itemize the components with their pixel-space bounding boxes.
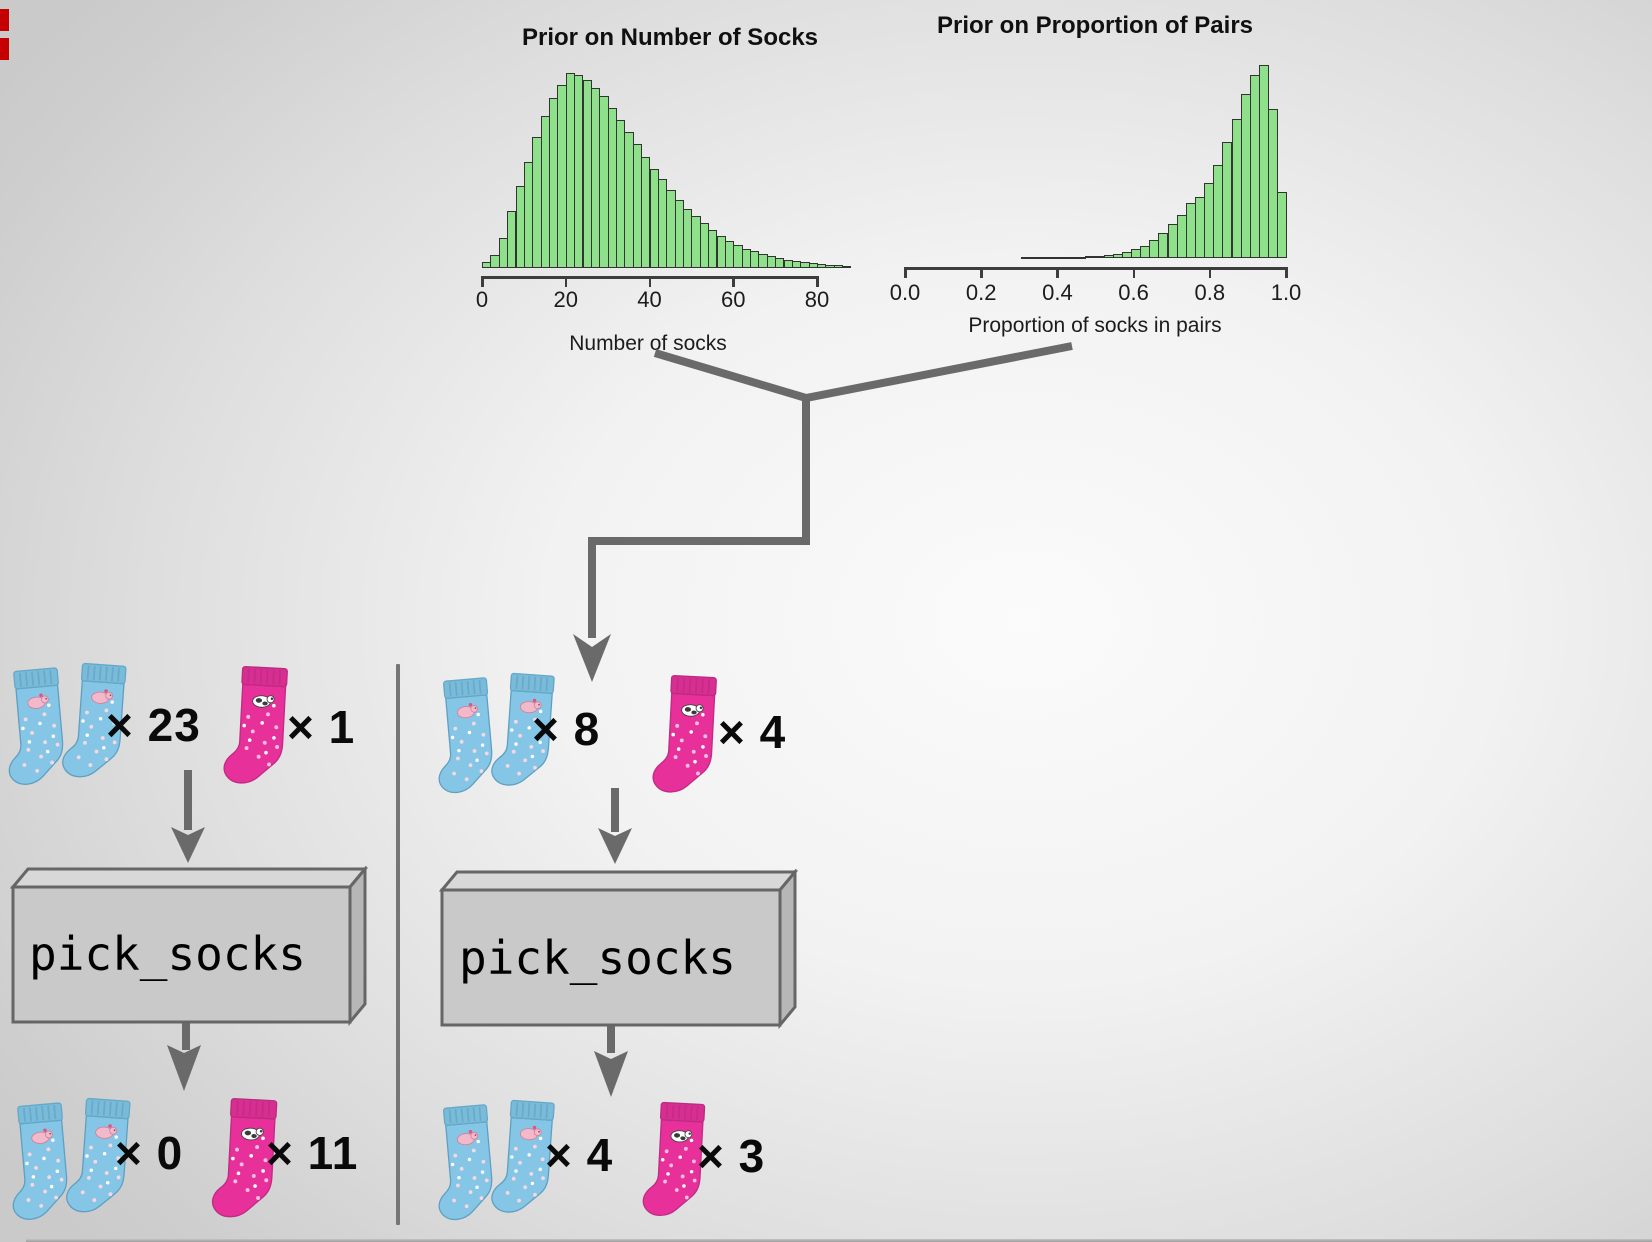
x-tick [648, 276, 651, 287]
chart-title: Prior on Proportion of Pairs [936, 12, 1254, 39]
right-output-arrow [607, 1025, 615, 1053]
x-tick-label: 60 [721, 287, 746, 312]
x-tick [481, 276, 484, 287]
hist-bar [1277, 192, 1288, 258]
x-tick [1132, 267, 1136, 278]
divider-line [396, 664, 400, 1225]
x-axis-label: Number of socks [569, 332, 727, 355]
x-tick [816, 276, 819, 287]
box-side-face [778, 869, 797, 1030]
x-tick [1208, 267, 1212, 278]
box-top-face [439, 870, 799, 892]
merge-arrow-elbow [588, 394, 810, 638]
x-axis-label: Proportion of socks in pairs [968, 314, 1222, 337]
merge-arrow-branches [653, 342, 1073, 403]
right-output-arrowhead [594, 1051, 628, 1097]
x-tick-label: 0.4 [1042, 280, 1073, 305]
x-tick [1285, 267, 1288, 278]
single-count-label: × 1 [287, 701, 356, 753]
pick-socks-label: pick_socks [459, 931, 736, 985]
box-front-face [440, 888, 782, 1027]
single-count-label: × 4 [718, 706, 787, 758]
box-side-face [348, 866, 367, 1027]
x-tick [980, 267, 983, 278]
result-pair-count-label: × 0 [115, 1127, 184, 1179]
pick-socks-label: pick_socks [29, 927, 306, 981]
chart-title: Prior on Number of Socks [521, 24, 819, 51]
screen-edge-mark [0, 38, 9, 60]
result-single-count-label: × 3 [697, 1130, 766, 1182]
merge-arrowhead [573, 634, 611, 682]
x-tick-label: 0 [475, 287, 489, 312]
box-top-face [10, 867, 369, 889]
right-input-arrowhead [598, 828, 632, 864]
x-tick-label: 1.0 [1270, 280, 1302, 305]
pair-count-label: × 8 [532, 703, 601, 755]
left-output-arrowhead [167, 1045, 201, 1091]
hist-bar [842, 265, 852, 268]
right-input-arrow [611, 788, 619, 832]
x-tick [1056, 267, 1059, 278]
x-tick-label: 80 [804, 287, 830, 312]
pair-count-label: × 23 [106, 699, 201, 751]
x-axis-line [904, 267, 1287, 270]
window-edge [26, 1239, 1652, 1242]
x-tick [732, 276, 735, 287]
x-tick-label: 0.0 [889, 280, 921, 305]
pick-socks-box [439, 869, 799, 1030]
chart-prior-proportion-of-pairs: Prior on Proportion of Pairs Proportion … [850, 2, 1320, 347]
pick-socks-box [10, 866, 369, 1027]
x-tick-label: 40 [637, 287, 662, 312]
x-tick-label: 0.8 [1194, 280, 1226, 305]
box-front-face [11, 885, 352, 1024]
result-pair-count-label: × 4 [545, 1129, 614, 1181]
screen-edge-mark [0, 9, 9, 31]
x-tick-label: 0.2 [965, 280, 997, 305]
x-tick [904, 267, 907, 278]
x-tick-label: 0.6 [1118, 280, 1149, 305]
left-input-arrow [184, 770, 192, 830]
left-input-arrowhead [171, 827, 205, 863]
left-output-arrow [182, 1022, 190, 1050]
result-single-count-label: × 11 [266, 1127, 359, 1179]
x-tick [564, 276, 568, 287]
hist-bar [1268, 109, 1279, 258]
x-tick-label: 20 [553, 287, 579, 312]
chart-prior-number-of-socks: Prior on Number of Socks Number of socks… [420, 12, 860, 357]
